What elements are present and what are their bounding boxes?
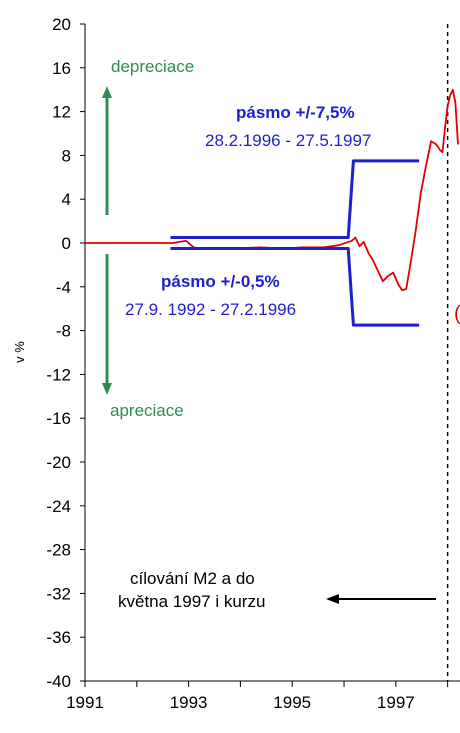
x-tick-label: 1993 bbox=[170, 693, 208, 712]
y-tick-label: -24 bbox=[46, 497, 71, 516]
y-tick-label: -16 bbox=[46, 409, 71, 428]
x-tick-label: 1997 bbox=[377, 693, 415, 712]
targeting-label-line1: cílování M2 a do bbox=[130, 569, 255, 588]
x-tick-label: 1995 bbox=[273, 693, 311, 712]
axes bbox=[84, 24, 460, 682]
y-tick-label: 20 bbox=[52, 15, 71, 34]
y-axis-ticks: 20 16 12 8 4 0 -4 -8 -12 -16 -20 -24 -28 -32 -36 -40 bbox=[46, 15, 85, 691]
targeting-arrow bbox=[326, 594, 436, 604]
band-narrow-title: pásmo +/-0,5% bbox=[161, 272, 280, 291]
band-narrow-dates: 27.9. 1992 - 27.2.1996 bbox=[125, 300, 296, 319]
band-wide-title: pásmo +/-7,5% bbox=[236, 103, 355, 122]
x-tick-label: 1991 bbox=[66, 693, 104, 712]
y-tick-label: -4 bbox=[56, 278, 71, 297]
y-axis-label: v % bbox=[12, 341, 27, 363]
y-tick-label: 12 bbox=[52, 103, 71, 122]
y-tick-label: -8 bbox=[56, 322, 71, 341]
y-tick-label: -28 bbox=[46, 541, 71, 560]
targeting-label-line2: května 1997 i kurzu bbox=[118, 592, 265, 611]
y-tick-label: -32 bbox=[46, 584, 71, 603]
x-axis-ticks: 1991 1993 1995 1997 bbox=[66, 681, 449, 712]
y-tick-label: -12 bbox=[46, 365, 71, 384]
series-layer bbox=[85, 24, 459, 681]
y-tick-label: -40 bbox=[46, 672, 71, 691]
depreciace-label: depreciace bbox=[111, 57, 194, 76]
y-tick-label: 16 bbox=[52, 59, 71, 78]
y-tick-label: 0 bbox=[62, 234, 71, 253]
y-tick-label: -36 bbox=[46, 628, 71, 647]
appreciation-arrow bbox=[102, 254, 112, 395]
y-tick-label: 4 bbox=[62, 190, 71, 209]
band-upper-line bbox=[170, 159, 420, 239]
band-lower-line bbox=[170, 247, 420, 327]
y-tick-label: -20 bbox=[46, 453, 71, 472]
depreciation-arrow bbox=[102, 86, 112, 215]
apreciace-label: apreciace bbox=[110, 401, 184, 420]
y-tick-label: 8 bbox=[62, 146, 71, 165]
clipped-red-marker: ( bbox=[454, 303, 460, 325]
band-wide-dates: 28.2.1996 - 27.5.1997 bbox=[205, 131, 371, 150]
